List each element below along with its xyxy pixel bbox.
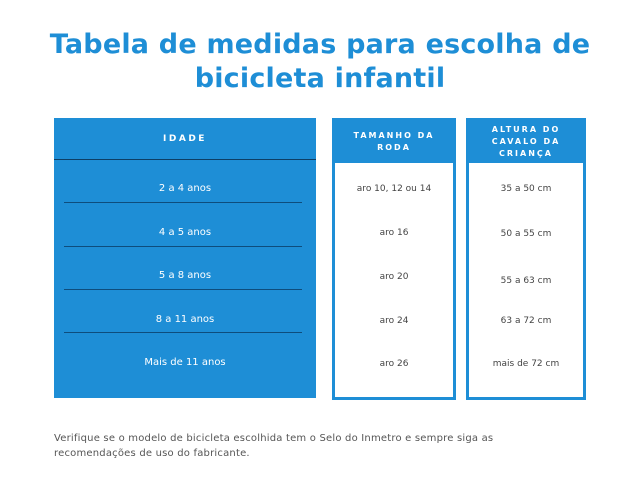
wheel-size-cell: aro 26	[379, 359, 409, 369]
age-header: IDADE	[54, 118, 316, 160]
wheel-header-line-2: RODA	[377, 143, 411, 152]
row-divider	[64, 202, 302, 203]
age-column: IDADE 2 a 4 anos 4 a 5 anos 5 a 8 anos 8…	[54, 118, 316, 398]
inseam-height-cell: mais de 72 cm	[492, 359, 560, 369]
age-cell: 5 a 8 anos	[158, 269, 212, 281]
inseam-height-cell: 35 a 50 cm	[500, 184, 552, 194]
inseam-height-column: ALTURA DO CAVALO DA CRIANÇA 35 a 50 cm 5…	[466, 118, 586, 400]
row-divider	[64, 246, 302, 247]
height-header-line-1: ALTURA DO	[491, 125, 561, 134]
footnote: Verifique se o modelo de bicicleta escol…	[54, 431, 614, 461]
height-header-line-3: CRIANÇA	[499, 149, 553, 158]
inseam-height-cell: 55 a 63 cm	[500, 276, 552, 286]
age-cell: 8 a 11 anos	[155, 313, 215, 325]
row-divider	[64, 289, 302, 290]
wheel-size-header: TAMANHO DA RODA	[335, 121, 453, 163]
page-title: Tabela de medidas para escolha de bicicl…	[0, 28, 640, 96]
inseam-height-cell: 50 a 55 cm	[500, 229, 552, 239]
row-divider	[64, 332, 302, 333]
footnote-line-1: Verifique se o modelo de bicicleta escol…	[54, 433, 494, 444]
height-header-line-2: CAVALO DA	[491, 137, 561, 146]
wheel-size-cell: aro 10, 12 ou 14	[356, 184, 432, 194]
age-cell: 2 a 4 anos	[158, 182, 212, 194]
age-cell: 4 a 5 anos	[158, 226, 212, 238]
wheel-size-cell: aro 24	[379, 316, 409, 326]
age-cell: Mais de 11 anos	[144, 356, 226, 368]
wheel-header-line-1: TAMANHO DA	[353, 131, 435, 140]
inseam-height-cell: 63 a 72 cm	[500, 316, 552, 326]
wheel-size-cell: aro 20	[379, 272, 409, 282]
title-line-2: bicicleta infantil	[194, 63, 446, 94]
wheel-size-column: TAMANHO DA RODA aro 10, 12 ou 14 aro 16 …	[332, 118, 456, 400]
inseam-height-header: ALTURA DO CAVALO DA CRIANÇA	[469, 121, 583, 163]
title-line-1: Tabela de medidas para escolha de	[49, 29, 591, 60]
wheel-size-cell: aro 16	[379, 228, 409, 238]
footnote-line-2: recomendações de uso do fabricante.	[54, 448, 250, 459]
